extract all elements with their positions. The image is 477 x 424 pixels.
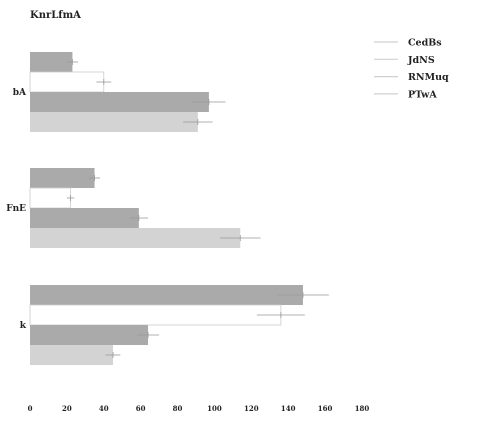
bar-cedbs-fne — [30, 168, 95, 188]
bar-ptwa-k — [30, 345, 113, 365]
legend-label: CedBs — [408, 38, 442, 49]
x-tick-label-100: 100 — [207, 404, 222, 413]
chart-title: KnrLfmA — [30, 10, 81, 21]
error-bar-cedbs-k — [277, 292, 329, 298]
y-tick-label-fne: FnE — [6, 204, 26, 214]
x-tick-label-20: 20 — [62, 404, 72, 413]
legend-item-rnmuq: RNMuq — [374, 72, 449, 83]
bar-ptwa-fne — [30, 228, 241, 248]
bar-ptwa-ba — [30, 112, 198, 132]
y-axis: bA FnE k — [6, 88, 27, 331]
bar-rnmuq-fne — [30, 208, 139, 228]
y-tick-label-k: k — [20, 321, 27, 331]
bar-jdns-ba — [29, 71, 105, 93]
x-tick-label-60: 60 — [136, 404, 146, 413]
bar-cedbs-k — [30, 285, 303, 305]
bar-jdns-k — [29, 304, 282, 326]
legend-label: PTwA — [408, 89, 437, 100]
error-bar-ptwa-k — [105, 352, 121, 358]
legend: CedBs JdNS RNMuq PTwA — [374, 38, 449, 100]
x-tick-label-0: 0 — [28, 404, 33, 413]
error-bar-jdns-ba — [96, 79, 112, 85]
legend-item-cedbs: CedBs — [374, 38, 442, 49]
error-bar-rnmuq-k — [136, 332, 160, 338]
bar-cedbs-ba — [30, 52, 73, 72]
legend-label: RNMuq — [408, 72, 449, 83]
error-bar-jdns-fne — [66, 195, 75, 201]
x-tick-label-40: 40 — [99, 404, 109, 413]
legend-item-jdns: JdNS — [374, 55, 435, 66]
bars-layer — [29, 52, 329, 365]
legend-label: JdNS — [407, 55, 435, 66]
error-bar-ptwa-fne — [219, 235, 261, 241]
bar-rnmuq-k — [30, 325, 149, 345]
y-tick-label-ba: bA — [13, 88, 27, 98]
error-bar-rnmuq-ba — [192, 99, 226, 105]
error-bar-cedbs-ba — [66, 59, 78, 65]
x-axis: 0 20 40 60 80 100 120 140 160 180 — [28, 404, 370, 413]
bar-jdns-fne — [29, 187, 71, 209]
error-bar-rnmuq-fne — [129, 215, 149, 221]
x-tick-label-120: 120 — [244, 404, 259, 413]
legend-item-ptwa: PTwA — [374, 89, 437, 100]
x-tick-label-180: 180 — [355, 404, 370, 413]
x-tick-label-80: 80 — [173, 404, 183, 413]
bar-rnmuq-ba — [30, 92, 209, 112]
error-bar-ptwa-ba — [183, 119, 213, 125]
error-bar-jdns-k — [256, 312, 305, 318]
x-tick-label-160: 160 — [318, 404, 333, 413]
x-tick-label-140: 140 — [281, 404, 296, 413]
error-bar-cedbs-fne — [89, 175, 101, 181]
